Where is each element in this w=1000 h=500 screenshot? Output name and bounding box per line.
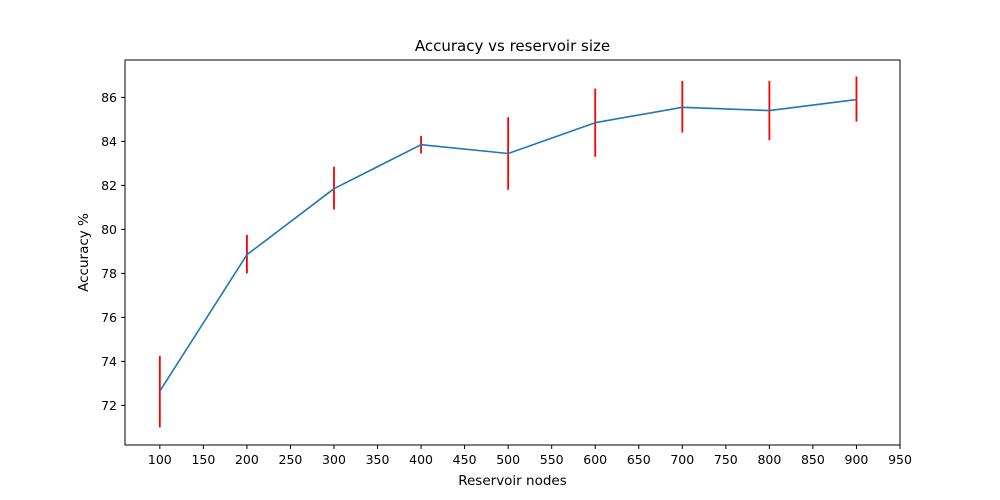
x-tick-label: 950 (888, 452, 912, 467)
x-tick-label: 600 (583, 452, 607, 467)
y-tick-label: 86 (101, 90, 117, 105)
x-tick-label: 400 (409, 452, 433, 467)
y-tick-label: 84 (101, 134, 117, 149)
x-tick-label: 250 (279, 452, 303, 467)
plot-frame (124, 59, 901, 446)
y-tick-label: 76 (101, 310, 117, 325)
y-tick-label: 82 (101, 178, 117, 193)
x-axis-label: Reservoir nodes (458, 473, 567, 489)
x-tick-label: 500 (496, 452, 520, 467)
x-tick-label: 800 (757, 452, 781, 467)
x-tick-label: 150 (191, 452, 215, 467)
x-tick-label: 350 (366, 452, 390, 467)
x-tick-label: 750 (714, 452, 738, 467)
plot-area (125, 60, 900, 445)
y-tick-label: 80 (101, 222, 117, 237)
series-line (159, 98, 857, 392)
y-axis: 72 74 76 78 80 82 84 86 (101, 90, 125, 413)
chart-title: Accuracy vs reservoir size (415, 37, 610, 55)
x-tick-label: 550 (540, 452, 564, 467)
x-tick-label: 450 (453, 452, 477, 467)
x-tick-label: 650 (627, 452, 651, 467)
x-tick-label: 850 (801, 452, 825, 467)
x-tick-label: 700 (670, 452, 694, 467)
y-tick-label: 74 (101, 354, 117, 369)
x-axis: 100 150 200 250 300 350 400 450 500 550 600 650 700 7… (148, 445, 912, 467)
x-tick-label: 100 (148, 452, 172, 467)
x-tick-label: 900 (845, 452, 869, 467)
y-tick-label: 78 (101, 266, 117, 281)
series-lines (159, 98, 857, 392)
y-tick-label: 72 (101, 398, 117, 413)
x-tick-label: 200 (235, 452, 259, 467)
x-tick-label: 300 (322, 452, 346, 467)
y-axis-label: Accuracy % (76, 213, 92, 292)
